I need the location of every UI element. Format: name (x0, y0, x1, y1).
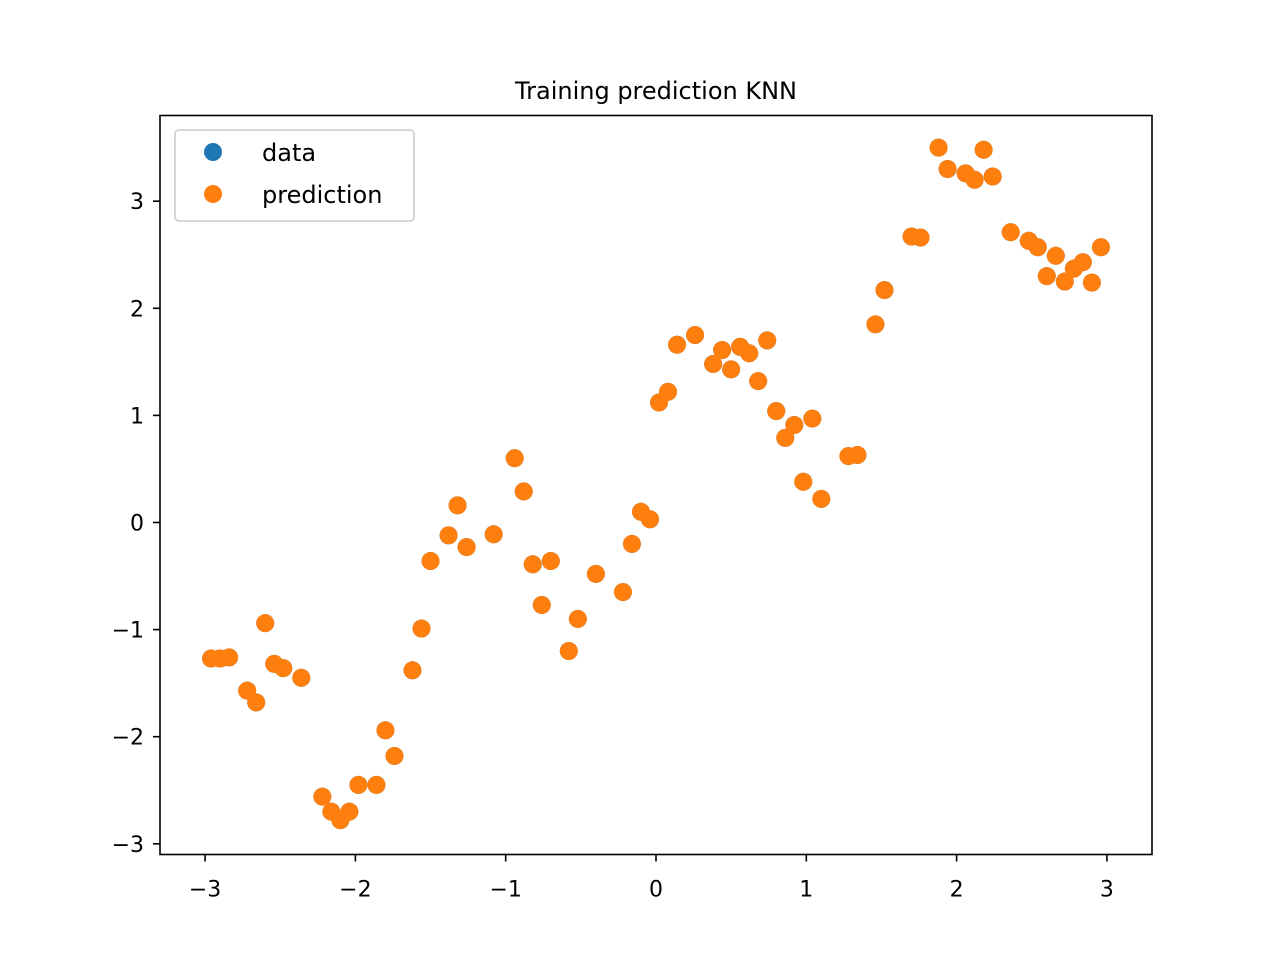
x-tick-label-6: 3 (1100, 878, 1114, 903)
point-prediction-51 (803, 409, 822, 428)
point-prediction-19 (421, 552, 440, 571)
point-prediction-74 (1091, 238, 1110, 257)
point-prediction-13 (349, 775, 368, 794)
point-prediction-28 (541, 552, 560, 571)
point-prediction-58 (911, 228, 930, 247)
point-prediction-26 (523, 555, 542, 574)
point-prediction-22 (457, 538, 476, 557)
point-prediction-17 (403, 661, 422, 680)
point-prediction-24 (505, 449, 524, 468)
point-prediction-8 (292, 668, 311, 687)
point-prediction-73 (1082, 273, 1101, 292)
legend: data prediction (174, 129, 415, 222)
point-prediction-35 (640, 510, 659, 529)
point-prediction-50 (794, 472, 813, 491)
x-axis: −3 −2 −1 0 1 2 3 (189, 854, 1114, 903)
y-tick-label-4: 1 (130, 404, 144, 429)
point-prediction-42 (722, 360, 741, 379)
point-prediction-41 (713, 341, 732, 360)
point-prediction-4 (247, 693, 266, 712)
point-prediction-38 (668, 335, 687, 354)
point-prediction-9 (313, 787, 332, 806)
point-prediction-62 (965, 170, 984, 189)
point-prediction-40 (704, 354, 723, 373)
point-prediction-5 (256, 614, 275, 633)
y-tick-label-6: 3 (130, 190, 144, 215)
x-tick-label-3: 0 (649, 878, 663, 903)
y-tick-label-3: 0 (130, 511, 144, 536)
point-prediction-65 (1001, 223, 1020, 242)
data-points (202, 138, 1110, 830)
x-tick-label-4: 1 (799, 878, 813, 903)
point-prediction-55 (866, 315, 885, 334)
point-prediction-47 (767, 402, 786, 421)
point-prediction-37 (659, 382, 678, 401)
legend-marker-data (204, 143, 222, 161)
point-prediction-14 (367, 775, 386, 794)
point-prediction-12 (340, 802, 359, 821)
x-tick-label-0: −3 (189, 878, 221, 903)
point-prediction-69 (1046, 246, 1065, 265)
point-prediction-7 (274, 659, 293, 678)
y-tick-label-1: −2 (112, 726, 144, 751)
point-prediction-68 (1037, 267, 1056, 286)
point-prediction-60 (938, 160, 957, 179)
x-tick-label-2: −1 (489, 878, 521, 903)
point-prediction-48 (776, 428, 795, 447)
point-prediction-70 (1055, 272, 1074, 291)
y-axis: −3 −2 −1 0 1 2 3 (112, 190, 160, 858)
point-prediction-72 (1073, 253, 1092, 272)
x-tick-label-5: 2 (950, 878, 964, 903)
plot-area (202, 138, 1110, 830)
point-prediction-27 (532, 595, 551, 614)
point-prediction-29 (559, 642, 578, 661)
point-prediction-20 (439, 526, 458, 545)
legend-marker-prediction (204, 185, 222, 203)
point-prediction-64 (983, 167, 1002, 186)
legend-box (174, 129, 415, 222)
point-prediction-15 (376, 721, 395, 740)
y-tick-label-5: 2 (130, 297, 144, 322)
y-tick-label-2: −1 (112, 619, 144, 644)
point-prediction-33 (622, 534, 641, 553)
point-prediction-16 (385, 746, 404, 765)
point-prediction-49 (785, 416, 804, 435)
legend-label-prediction: prediction (262, 181, 382, 209)
y-tick-label-0: −3 (112, 833, 144, 858)
point-prediction-59 (929, 138, 948, 157)
point-prediction-18 (412, 619, 431, 638)
point-prediction-63 (974, 140, 993, 159)
point-prediction-54 (848, 446, 867, 465)
legend-label-data: data (262, 139, 316, 167)
point-prediction-46 (758, 331, 777, 350)
point-prediction-67 (1028, 238, 1047, 257)
chart-title: Training prediction KNN (514, 77, 797, 105)
x-tick-label-1: −2 (339, 878, 371, 903)
point-prediction-39 (686, 326, 705, 345)
point-prediction-2 (220, 648, 239, 667)
point-prediction-30 (568, 609, 587, 628)
point-prediction-21 (448, 496, 467, 515)
point-prediction-45 (749, 372, 768, 391)
point-prediction-52 (812, 489, 831, 508)
point-prediction-44 (740, 344, 759, 363)
point-prediction-25 (514, 482, 533, 501)
point-prediction-32 (613, 583, 632, 602)
point-prediction-23 (484, 525, 503, 544)
point-prediction-31 (586, 564, 605, 583)
point-prediction-56 (875, 281, 894, 300)
